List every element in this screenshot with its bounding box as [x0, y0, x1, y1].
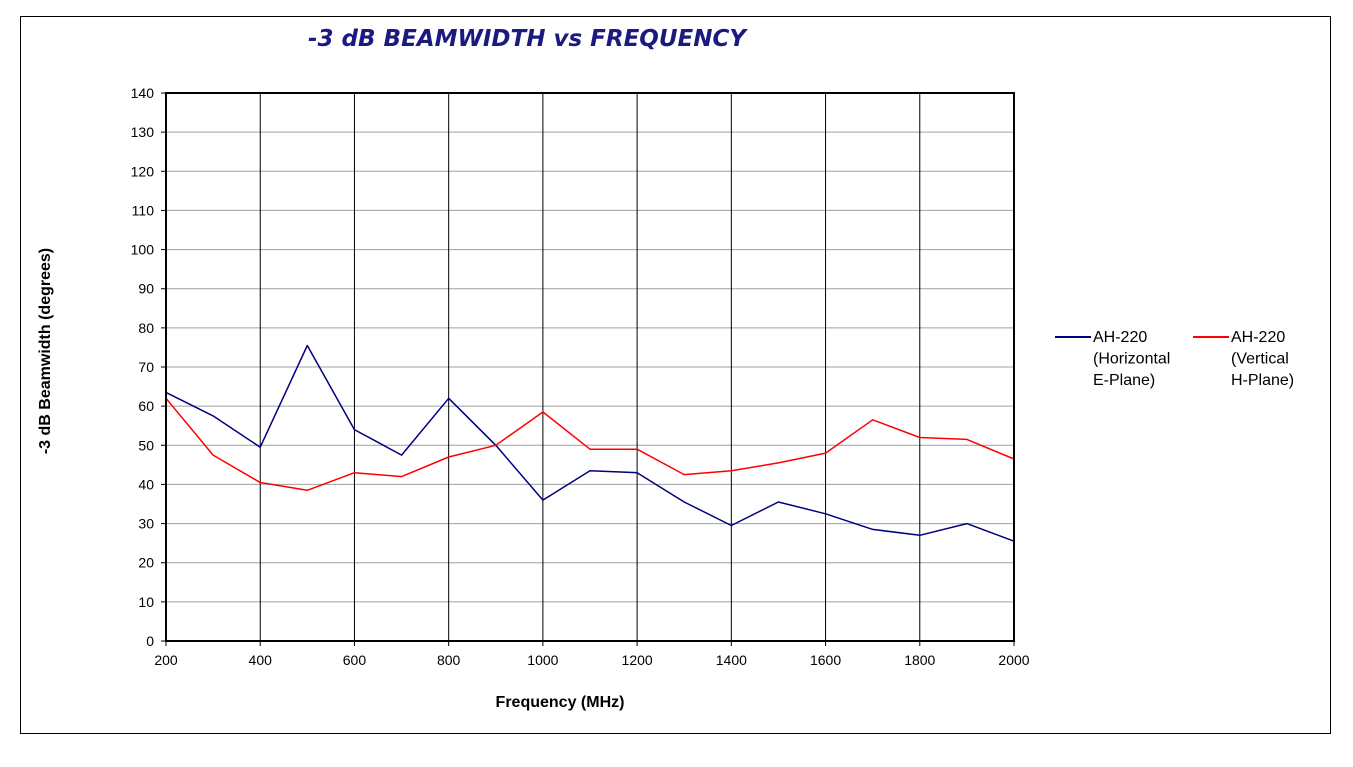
legend-label-1: E-Plane)	[1093, 372, 1155, 389]
legend-label-2: (Vertical	[1231, 351, 1289, 368]
y-tick-label: 50	[138, 437, 154, 453]
series-line-1	[165, 344, 1015, 542]
x-tick-label: 400	[249, 652, 273, 668]
chart-frame	[20, 16, 1331, 734]
legend-label-2: H-Plane)	[1231, 372, 1294, 389]
y-tick-label: 120	[131, 163, 155, 179]
y-tick-label: 30	[138, 516, 154, 532]
legend: AH-220 (Horizontal E-Plane) AH-220 (Vertical…	[1055, 329, 1294, 389]
x-tick-label: 200	[154, 652, 178, 668]
series-lines	[165, 344, 1015, 542]
x-tick-label: 2000	[998, 652, 1029, 668]
y-tick-label: 70	[138, 359, 154, 375]
y-tick-label: 100	[131, 242, 155, 258]
x-tick-label: 1200	[622, 652, 653, 668]
legend-label-1: AH-220	[1093, 329, 1147, 346]
x-tick-label: 1000	[527, 652, 558, 668]
y-tick-label: 110	[132, 202, 155, 218]
plot-area-border	[165, 92, 1015, 642]
y-tick-label: 80	[138, 320, 154, 336]
x-tick-label: 1600	[810, 652, 841, 668]
series-line-2	[165, 397, 1015, 492]
legend-label-2: AH-220	[1231, 329, 1285, 346]
grid-lines	[161, 92, 1015, 646]
tick-labels: 0 10 20 30 40 50 60 70 80 90 100 110 120 130 140 200 400…	[131, 85, 1030, 668]
y-tick-label: 10	[138, 594, 154, 610]
y-tick-label: 140	[131, 85, 155, 101]
legend-label-1: (Horizontal	[1093, 351, 1170, 368]
y-tick-label: 60	[138, 398, 154, 414]
x-tick-label: 800	[437, 652, 461, 668]
chart-title: -3 dB BEAMWIDTH vs FREQUENCY	[308, 26, 746, 52]
x-tick-label: 1800	[904, 652, 935, 668]
x-tick-label: 1400	[716, 652, 747, 668]
x-tick-label: 600	[343, 652, 367, 668]
y-tick-label: 40	[138, 476, 154, 492]
y-tick-label: 90	[138, 281, 154, 297]
y-tick-label: 0	[146, 633, 154, 649]
x-axis-label: Frequency (MHz)	[495, 694, 625, 711]
y-tick-label: 130	[131, 124, 155, 140]
y-tick-label: 20	[138, 555, 154, 571]
